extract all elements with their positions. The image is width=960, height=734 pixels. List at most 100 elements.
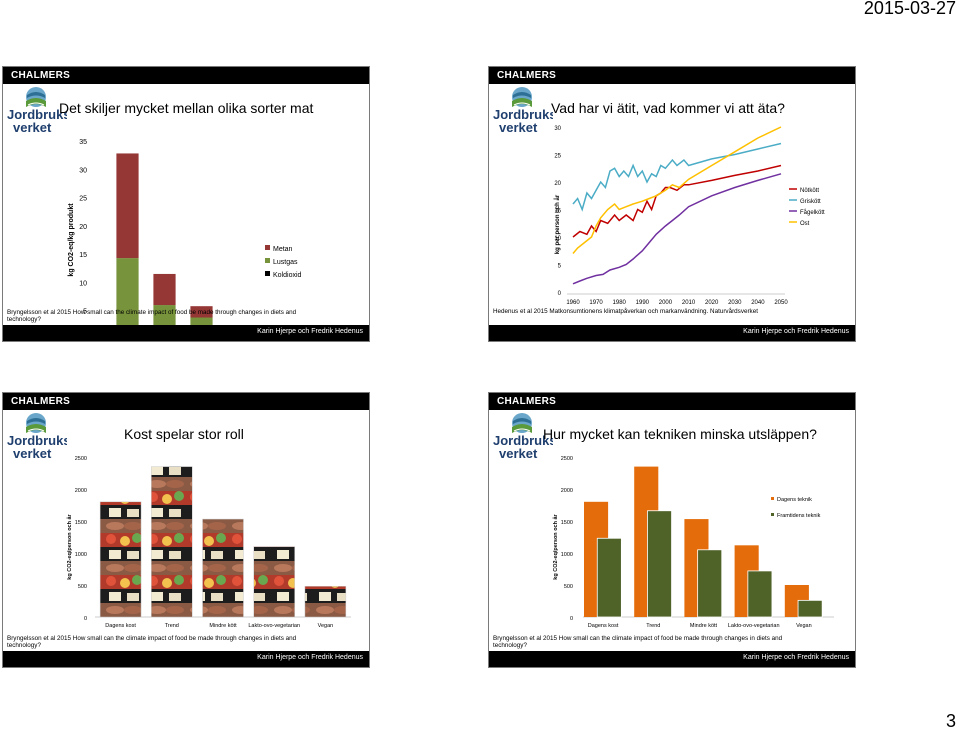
slide-source: Bryngelsson et al 2015 How small can the… [493,635,783,649]
page-date: 2015-03-27 [863,0,956,18]
slide-title: Hur mycket kan tekniken minska utsläppen… [543,426,817,442]
svg-text:verket: verket [13,446,52,461]
svg-text:Jordbruks: Jordbruks [7,107,67,122]
line-series [572,173,782,285]
slide-footer: Karin Hjerpe och Fredrik Hedenus [3,651,369,667]
legend-label: Lustgas [273,259,298,266]
slide-footer: Karin Hjerpe och Fredrik Hedenus [489,325,855,341]
y-tick-label: 1000 [561,552,573,558]
y-tick-label: 15 [554,209,561,215]
x-tick-label: 2000 [659,300,673,306]
bar [202,518,244,618]
y-axis-label: kg CO2-eq/person och år [66,513,73,579]
y-tick-label: 2500 [561,456,573,462]
legend-label: Koldioxid [273,272,302,279]
bar [151,466,193,618]
slide-2: CHALMERS 0 5 10 15 20 25 30 1960 1970 1980 1990 200… [488,66,856,342]
x-tick-label: 2050 [774,300,788,306]
bar-segment [153,305,176,328]
x-tick-label: Dagens kost [588,623,619,629]
chart-background [61,129,337,341]
consumption-trend-chart: 0 5 10 15 20 25 30 1960 1970 1980 1990 2000 2010 2020… [553,117,851,311]
y-tick-label: 20 [554,181,561,187]
chalmers-logo-text: CHALMERS [497,70,557,81]
svg-text:verket: verket [499,446,538,461]
y-tick-label: 2000 [75,488,87,494]
y-tick-label: 500 [78,584,87,590]
x-tick-label: Dagens kost [105,623,136,629]
x-tick-label: 1960 [566,300,580,306]
chalmers-logo-text: CHALMERS [11,70,71,81]
bar [797,599,823,618]
bar-segment [116,258,139,328]
legend-label: Griskött [800,199,821,205]
y-tick-label: 0 [570,616,573,622]
svg-text:Jordbruks: Jordbruks [493,107,553,122]
legend-label: Metan [273,246,293,253]
bar [99,501,142,618]
slide-4: CHALMERS 0 500 1000 1500 2000 2500 kg CO2-eq/p… [488,392,856,668]
x-tick-label: Trend [165,623,179,629]
x-tick-label: 2020 [705,300,719,306]
bar [304,586,347,618]
page-number: 3 [945,711,956,731]
svg-text:Jordbruks: Jordbruks [493,433,553,448]
bar-segment [190,306,213,318]
slide-header-bar: CHALMERS [3,67,369,84]
slide-header-bar: CHALMERS [489,393,855,410]
x-tick-label: 1970 [589,300,603,306]
line-series [572,126,782,254]
y-tick-label: 1000 [75,552,87,558]
y-axis-label: kg CO2-eq/kg produkt [68,203,75,277]
bar-segment [116,153,139,259]
slide-footer: Karin Hjerpe och Fredrik Hedenus [3,325,369,341]
svg-text:verket: verket [13,120,52,135]
y-tick-label: 1500 [75,520,87,526]
y-axis-label: kg per person och år [554,194,561,254]
x-tick-label: Mindre kött [209,623,237,629]
x-tick-label: 2010 [682,300,696,306]
legend-label: Nötkött [800,188,819,194]
bar [253,546,295,618]
legend-swatch [771,497,774,500]
legend-label: Ost [800,221,810,227]
x-tick-label: Vegan [796,623,812,629]
svg-text:verket: verket [499,120,538,135]
bar [747,570,773,618]
x-tick-label: 1990 [636,300,650,306]
line-series [572,164,782,238]
x-tick-label: Vegan [318,623,334,629]
y-tick-label: 2000 [561,488,573,494]
jordbruksverket-logo: Jordbruks verket [491,85,557,135]
bar [647,510,672,618]
slide-title: Kost spelar stor roll [124,426,244,442]
bar-segment [153,273,176,306]
y-tick-label: 5 [83,309,87,316]
legend-swatch [265,258,270,263]
y-tick-label: 0 [558,291,562,297]
y-tick-label: 15 [79,252,87,259]
chalmers-logo-text: CHALMERS [11,396,71,407]
slide-source: Hedenus et al 2015 Matkonsumtionens klim… [493,308,758,315]
y-tick-label: 25 [79,196,87,203]
slide-3: CHALMERS 0 500 1000 1500 2000 2500 kg CO2-eq/p… [2,392,370,668]
bar [596,537,622,618]
jordbruksverket-logo: Jordbruks verket [5,85,71,135]
x-tick-label: Trend [646,623,660,629]
bar [697,549,723,618]
emission-per-product-chart: 05101520253035kg CO2-eq/kg produktNötköt… [61,129,337,341]
y-tick-label: 30 [554,126,561,132]
slide-header-bar: CHALMERS [3,393,369,410]
legend-label: Dagens teknik [777,497,812,503]
x-tick-label: Lakto-ovo-vegetarian [248,623,300,629]
slide-header-bar: CHALMERS [489,67,855,84]
x-tick-label: Lakto-ovo-vegetarian [728,623,780,629]
slide-1: CHALMERS 05101520253035kg CO2-eq/kg prod… [2,66,370,342]
x-tick-label: Mindre kött [690,623,718,629]
footer-authors: Karin Hjerpe och Fredrik Hedenus [743,654,849,661]
technology-emission-chart: 0 500 1000 1500 2000 2500 kg CO2-eq/person och… [549,449,849,633]
